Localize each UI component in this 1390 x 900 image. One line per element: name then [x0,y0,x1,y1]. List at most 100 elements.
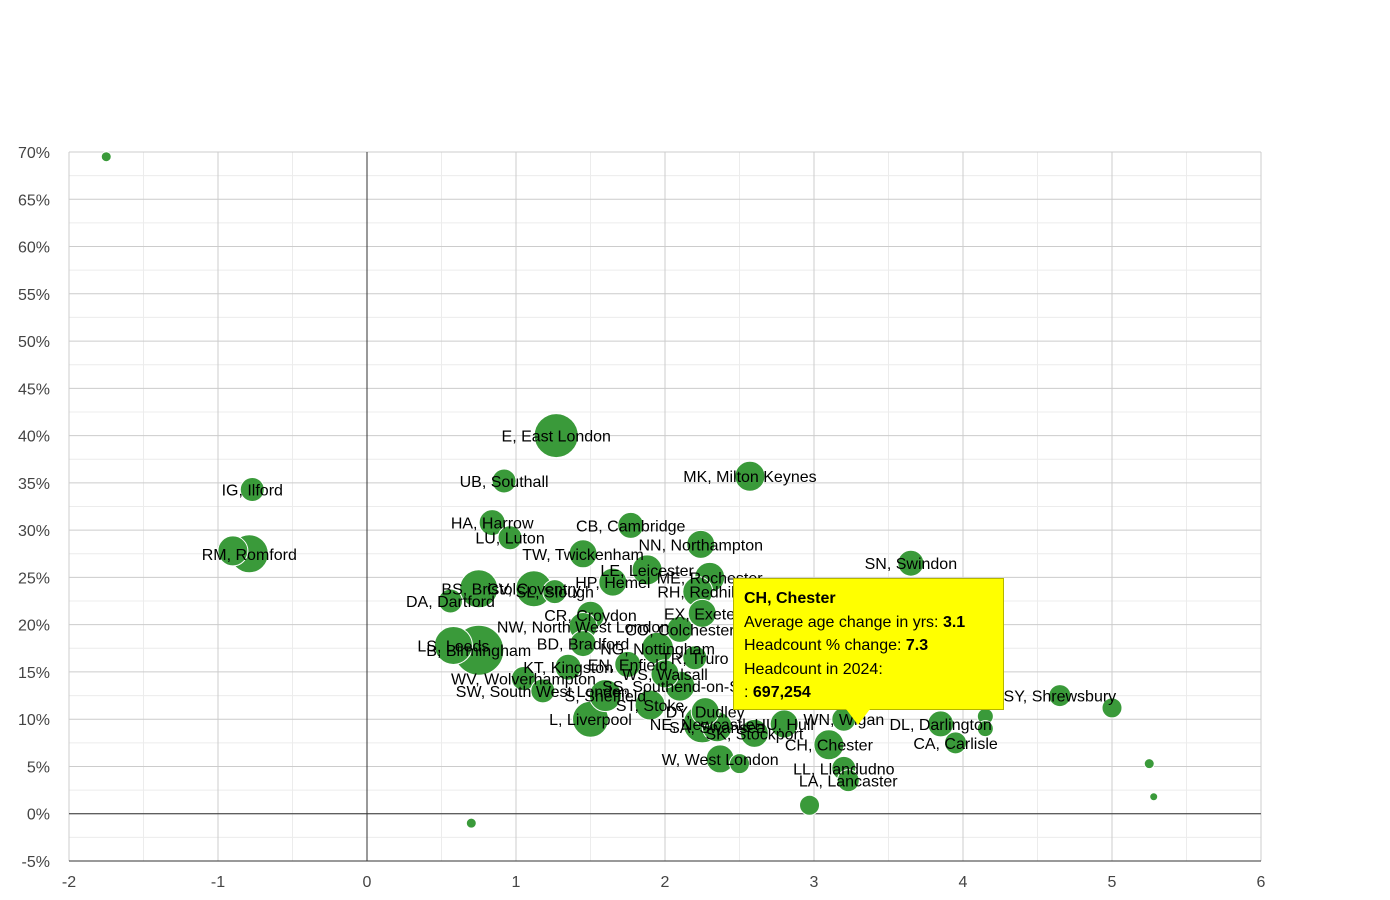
axes [69,152,1261,862]
y-tick-label: -5% [22,854,50,871]
point-label: RH, Redhill [657,585,738,602]
point-label: L, Liverpool [549,712,632,729]
point-label: TW, Twickenham [522,547,644,564]
y-tick-label: 65% [18,192,50,209]
point-label: E, East London [502,429,611,446]
point-label: LL, Llandudno [793,761,895,778]
data-point[interactable] [1149,792,1159,802]
data-point[interactable] [100,151,112,163]
tooltip-row-age: Average age change in yrs: 3.1 [744,611,993,635]
data-point[interactable] [631,554,663,586]
data-point[interactable] [568,539,598,569]
data-point[interactable] [690,697,720,727]
tooltip-row-label: Average age change in yrs: [744,613,939,631]
data-point[interactable] [1048,684,1072,708]
data-point[interactable] [598,567,628,597]
data-point[interactable] [897,549,925,577]
data-point[interactable] [813,729,845,761]
point-label: HA, Harrow [451,516,534,533]
tooltip-row-headcount-value: : 697,254 [744,681,993,705]
tooltip-row-label: : [744,684,749,701]
data-point[interactable] [682,645,708,671]
point-label: SA, Swansea [669,720,765,737]
data-point[interactable] [976,720,994,738]
data-point[interactable] [614,650,642,678]
data-point[interactable] [944,731,968,755]
point-label: LA, Lancaster [799,774,898,791]
y-tick-label: 30% [18,523,50,540]
y-tick-label: 20% [18,618,50,635]
point-label: SL, Slough [516,585,594,602]
data-point[interactable] [437,588,463,614]
point-label: NW, North West London [497,620,669,637]
y-tick-label: 25% [18,570,50,587]
point-label: LU, Luton [475,531,544,548]
data-point[interactable] [686,529,716,559]
point-label: SS, Southend-on-Sea [602,679,758,696]
data-point[interactable] [687,598,717,628]
tooltip: CH, Chester Average age change in yrs: 3… [733,578,1004,710]
tooltip-row-label: Headcount in 2024: [744,660,883,678]
data-point[interactable] [617,511,645,539]
data-point[interactable] [1101,697,1123,719]
data-point[interactable] [465,817,477,829]
data-point[interactable] [569,630,597,658]
y-tick-label: 40% [18,429,50,446]
data-point[interactable] [588,679,622,713]
x-tick-label: 1 [512,874,521,891]
point-label: LE, Leicester [600,563,694,580]
point-label: CH, Chester [785,738,874,755]
y-tick-label: 0% [27,807,50,824]
x-tick-label: 2 [661,874,670,891]
data-point[interactable] [666,615,694,643]
data-point[interactable] [239,476,265,502]
data-point[interactable] [497,525,523,551]
point-label: SY, Shrewsbury [1004,689,1117,706]
point-label: NE, Newcastle [650,717,755,734]
data-point[interactable] [530,678,556,704]
data-point[interactable] [836,769,860,793]
point-label: CR, Croydon [544,608,636,625]
point-label: WS, Walsall [622,667,708,684]
point-labels: IG, Ilford RM, Romford E, East London UB, S… [202,429,1116,791]
point-label: EX, Exeter [664,606,741,623]
tooltip-row-value: 697,254 [752,684,811,701]
data-point[interactable] [459,569,499,609]
point-label: W, West London [662,752,779,769]
data-point[interactable] [729,753,750,775]
point-label: DA, Dartford [406,594,495,611]
y-tick-label: 70% [18,145,50,162]
point-label: UB, Southall [460,474,549,491]
point-label: NG, Nottingham [600,641,715,658]
tooltip-row-headcount: Headcount in 2024: [744,658,993,682]
data-point[interactable] [554,653,582,681]
data-point[interactable] [1143,758,1155,770]
data-point[interactable] [478,509,506,537]
data-point[interactable] [927,710,955,738]
x-tick-label: -2 [62,874,76,891]
x-tick-label: 4 [959,874,968,891]
data-point[interactable] [533,413,579,459]
y-tick-label: 55% [18,287,50,304]
data-point[interactable] [491,468,517,494]
point-label: HU, Hull [754,717,814,734]
data-point[interactable] [739,718,769,748]
x-tick-label: 6 [1257,874,1266,891]
point-label: KT, Kingston [523,660,613,677]
data-point[interactable] [734,460,766,492]
data-point[interactable] [433,625,473,665]
data-point[interactable] [217,535,249,567]
y-tick-label: 35% [18,476,50,493]
data-point[interactable] [510,666,536,692]
data-point[interactable] [542,579,568,605]
tooltip-row-value: 7.3 [905,637,929,654]
x-tick-labels: -2 -1 0 1 2 3 4 5 6 [62,874,1266,891]
point-label: WV, Wolverhampton [451,672,596,689]
data-point[interactable] [650,659,680,689]
point-label: CB, Cambridge [576,518,685,535]
y-tick-label: 45% [18,381,50,398]
tooltip-pointer [846,709,870,725]
data-point[interactable] [799,794,821,816]
x-tick-label: 0 [363,874,372,891]
data-point[interactable] [634,689,666,721]
